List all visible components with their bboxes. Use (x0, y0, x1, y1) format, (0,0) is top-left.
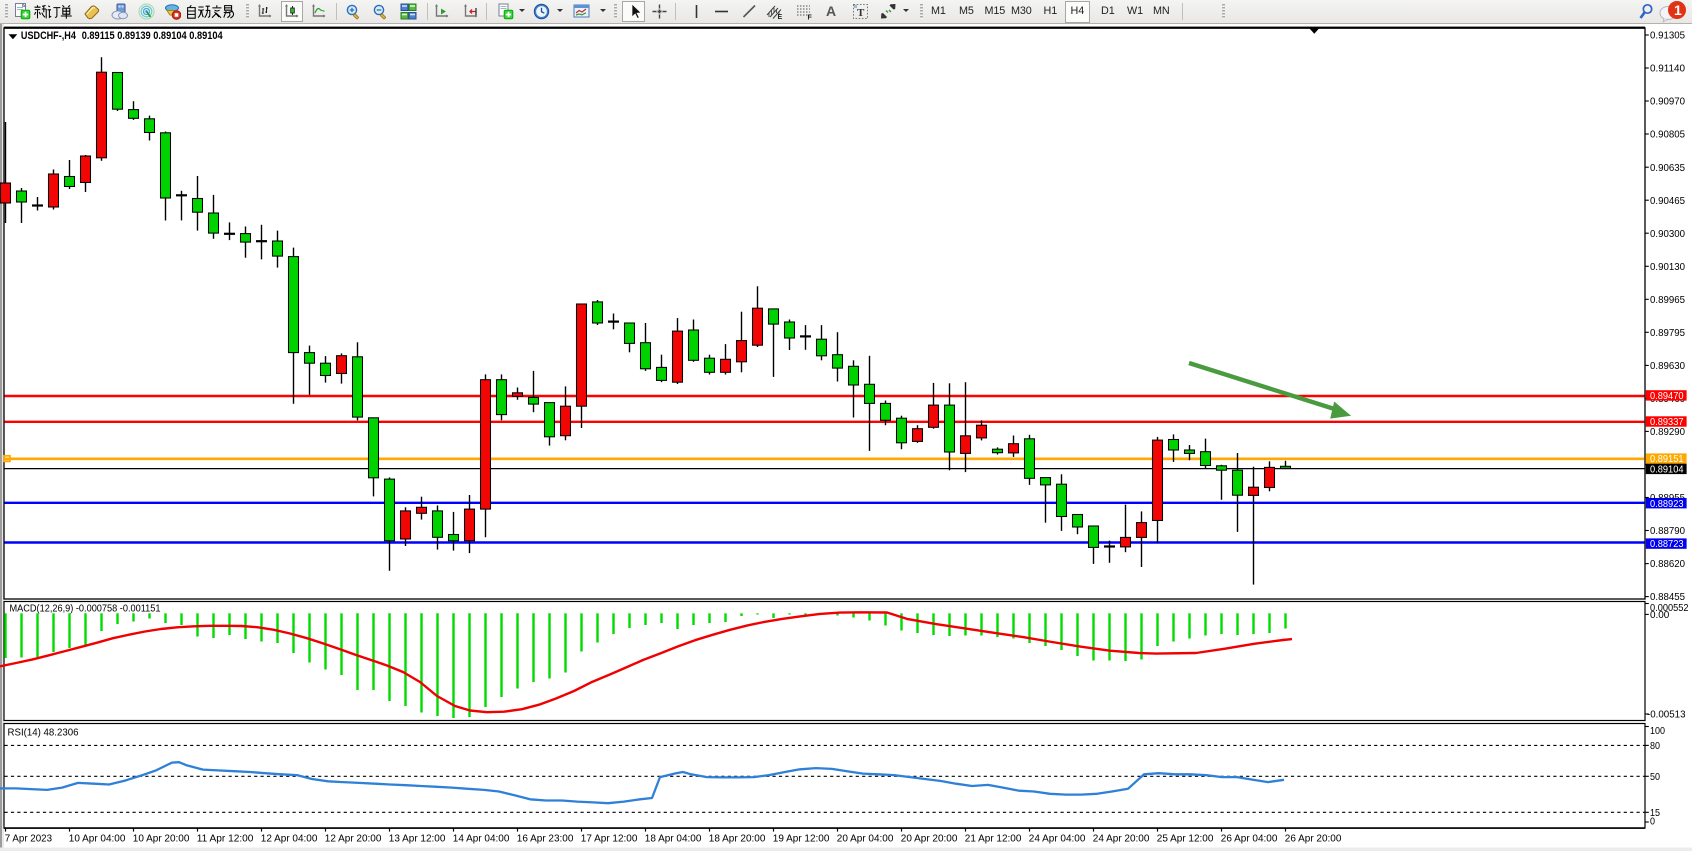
svg-text:0.89630: 0.89630 (1650, 361, 1685, 372)
svg-text:0.88455: 0.88455 (1650, 592, 1685, 603)
svg-text:0.89337: 0.89337 (1650, 417, 1684, 428)
svg-text:50: 50 (1650, 772, 1660, 783)
svg-text:10 Apr 20:00: 10 Apr 20:00 (133, 833, 190, 844)
svg-text:0.90635: 0.90635 (1650, 163, 1685, 174)
svg-text:26 Apr 20:00: 26 Apr 20:00 (1285, 833, 1342, 844)
svg-text:100: 100 (1650, 726, 1665, 737)
svg-text:20 Apr 20:00: 20 Apr 20:00 (901, 833, 958, 844)
svg-text:0.88723: 0.88723 (1650, 539, 1684, 550)
svg-text:0.91305: 0.91305 (1650, 31, 1685, 42)
svg-text:0.91140: 0.91140 (1650, 64, 1685, 75)
svg-text:20 Apr 04:00: 20 Apr 04:00 (837, 833, 894, 844)
svg-text:16 Apr 23:00: 16 Apr 23:00 (517, 833, 574, 844)
svg-text:12 Apr 04:00: 12 Apr 04:00 (261, 833, 318, 844)
svg-text:21 Apr 12:00: 21 Apr 12:00 (965, 833, 1022, 844)
svg-text:0.89115 0.89139 0.89104 0.8910: 0.89115 0.89139 0.89104 0.89104 (82, 30, 223, 42)
svg-text:0.88620: 0.88620 (1650, 559, 1685, 570)
svg-text:0.000552: 0.000552 (1650, 603, 1689, 614)
svg-text:0.00: 0.00 (1650, 610, 1670, 621)
svg-text:T: T (857, 7, 865, 19)
svg-text:80: 80 (1650, 741, 1660, 752)
svg-text:0.89151: 0.89151 (1650, 454, 1684, 465)
svg-text:F: F (808, 15, 813, 21)
svg-text:26 Apr 04:00: 26 Apr 04:00 (1221, 833, 1278, 844)
svg-text:0.90805: 0.90805 (1650, 130, 1685, 141)
svg-text:0.90465: 0.90465 (1650, 196, 1685, 207)
svg-text:10 Apr 04:00: 10 Apr 04:00 (69, 833, 126, 844)
svg-text:0.89965: 0.89965 (1650, 295, 1685, 306)
svg-text:0.89290: 0.89290 (1650, 427, 1685, 438)
svg-text:24 Apr 20:00: 24 Apr 20:00 (1093, 833, 1150, 844)
svg-text:7 Apr 2023: 7 Apr 2023 (5, 833, 53, 844)
svg-text:25 Apr 12:00: 25 Apr 12:00 (1157, 833, 1214, 844)
svg-text:0: 0 (1650, 816, 1655, 827)
svg-text:0.89104: 0.89104 (1650, 465, 1684, 476)
svg-text:E: E (778, 14, 783, 20)
svg-text:18 Apr 04:00: 18 Apr 04:00 (645, 833, 702, 844)
svg-text:15: 15 (1650, 808, 1660, 819)
svg-text:14 Apr 04:00: 14 Apr 04:00 (453, 833, 510, 844)
svg-text:13 Apr 12:00: 13 Apr 12:00 (389, 833, 446, 844)
svg-text:MACD(12,26,9) -0.000758 -0.001: MACD(12,26,9) -0.000758 -0.001151 (10, 604, 161, 615)
svg-text:USDCHF-,H4: USDCHF-,H4 (21, 30, 76, 42)
svg-text:0.90970: 0.90970 (1650, 97, 1685, 108)
svg-text:0.89470: 0.89470 (1650, 391, 1684, 402)
svg-text:19 Apr 12:00: 19 Apr 12:00 (773, 833, 830, 844)
svg-text:24 Apr 04:00: 24 Apr 04:00 (1029, 833, 1086, 844)
svg-text:0.90130: 0.90130 (1650, 262, 1685, 273)
svg-text:12 Apr 20:00: 12 Apr 20:00 (325, 833, 382, 844)
svg-text:0.88923: 0.88923 (1650, 499, 1684, 510)
svg-text:0.88790: 0.88790 (1650, 526, 1685, 537)
svg-text:RSI(14) 48.2306: RSI(14) 48.2306 (8, 728, 79, 739)
svg-text:-0.00513: -0.00513 (1647, 710, 1686, 721)
svg-text:18 Apr 20:00: 18 Apr 20:00 (709, 833, 766, 844)
svg-text:17 Apr 12:00: 17 Apr 12:00 (581, 833, 638, 844)
svg-text:0.90300: 0.90300 (1650, 229, 1685, 240)
svg-text:1: 1 (1674, 2, 1682, 18)
svg-text:11 Apr 12:00: 11 Apr 12:00 (197, 833, 254, 844)
svg-text:0.89795: 0.89795 (1650, 328, 1685, 339)
